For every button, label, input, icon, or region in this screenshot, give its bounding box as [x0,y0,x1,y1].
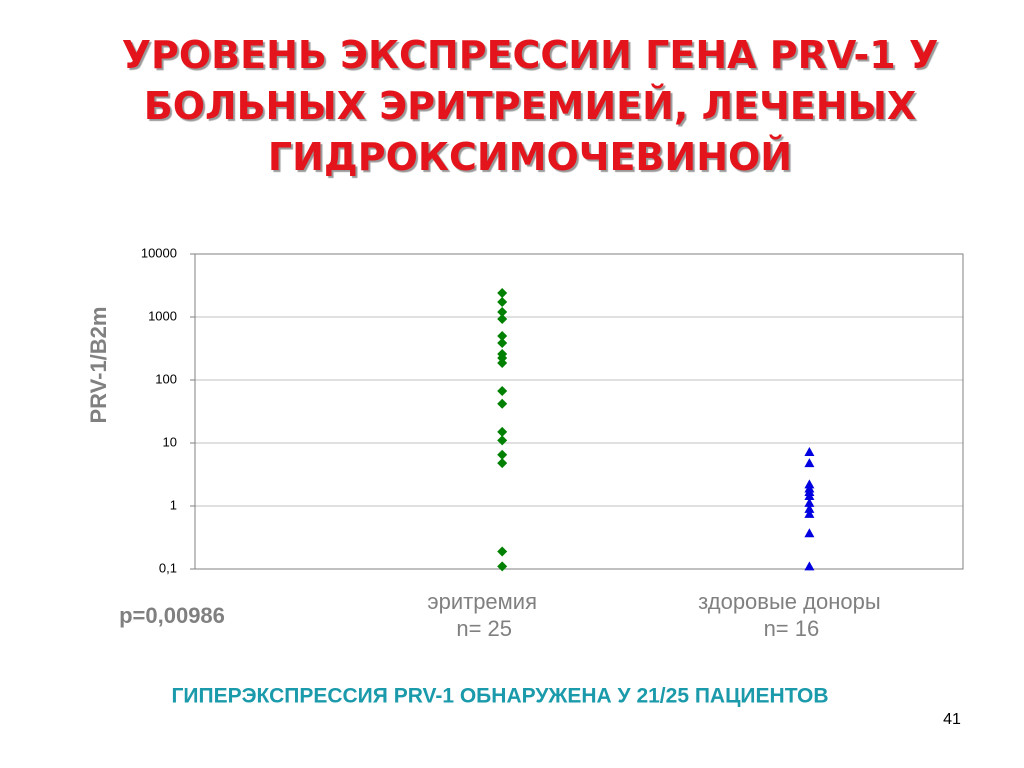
point [804,458,815,468]
footer: ГИПЕРЭКСПРЕССИЯ PRV-1 ОБНАРУЖЕНА У 21/25… [171,685,828,708]
y-tick-label: 1 [170,497,177,512]
y-tick-label: 10 [163,434,177,449]
point [497,330,508,341]
point [497,398,508,409]
slide-title: УРОВЕНЬ ЭКСПРЕССИИ ГЕНА PRV-1 У БОЛЬНЫХ … [121,33,939,179]
y-tick-label: 1000 [148,308,177,323]
sample-size: n= 25 [456,616,512,641]
point [497,307,508,318]
point [497,426,508,437]
point [804,491,815,501]
point [497,313,508,324]
plot-border [194,253,964,570]
point [497,458,508,469]
point [497,385,508,396]
point [804,497,815,507]
point [804,446,815,456]
point [497,297,508,308]
point [804,503,815,513]
point [497,288,508,299]
y-axis-label: PRV-1/B2m [86,307,111,424]
y-tick-label: 0,1 [159,560,177,575]
point [804,508,815,518]
point [804,561,815,571]
point [497,449,508,460]
p-value: p=0,00986 [119,603,225,628]
point [497,338,508,349]
point [497,358,508,369]
page-number: 41 [943,711,961,728]
y-tick-label: 10000 [141,245,177,260]
point [497,546,508,557]
point [804,528,815,538]
category-label: здоровые доноры [698,589,881,614]
point [497,435,508,446]
sample-size: n= 16 [764,616,820,641]
category-label: эритремия [427,589,537,614]
point [497,561,508,572]
y-tick-label: 100 [155,371,177,386]
